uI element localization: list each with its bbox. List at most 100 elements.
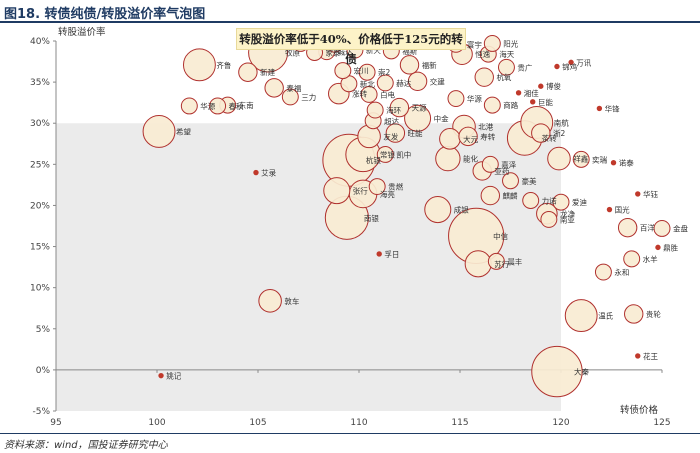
bubble-point [554, 63, 560, 70]
bubble-point [531, 123, 551, 143]
bubble-point [474, 67, 494, 87]
bubble-label: 巨能 [538, 97, 553, 107]
bubble-label: 豪美 [521, 176, 536, 186]
bubble-point [334, 62, 352, 80]
bubble-label: 友发 [383, 131, 398, 141]
bubble-label: 海环 [386, 105, 401, 115]
bubble-point [568, 59, 574, 66]
bubble-label: 宏川 [354, 66, 369, 76]
x-tick-label: 100 [148, 418, 165, 428]
bubble-point [547, 146, 571, 171]
x-axis-title: 转债价格 [620, 404, 659, 416]
bubble-point [253, 169, 259, 176]
bubble-point [617, 217, 638, 238]
header-rule [0, 21, 700, 23]
bubble-label: 华锋 [605, 103, 620, 113]
bubble-label: 中金 [434, 113, 449, 123]
bubble-label: 锦鸡 [562, 61, 577, 71]
y-tick-label: 0% [36, 366, 51, 376]
bubble-label: 贵广 [517, 62, 532, 72]
bubble-label: 张行 [353, 186, 368, 196]
y-tick-label: -5% [32, 407, 50, 417]
bubble-label: 贵燃 [388, 182, 403, 192]
bubble-label: 大秦 [574, 367, 589, 377]
x-tick-label: 95 [50, 418, 61, 428]
bubble-point [596, 105, 603, 112]
bubble-label: 国光 [615, 205, 630, 215]
bubble-label: 华源 [200, 101, 215, 111]
bubble-point [424, 196, 452, 224]
bubble-label: 齐鲁 [216, 60, 231, 70]
bubble-label: 南亚 [560, 214, 575, 224]
bubble-point [158, 372, 164, 379]
bubble-label: 麒麟 [503, 191, 518, 201]
bubble-label: 旺能 [408, 128, 423, 138]
bubble-point [439, 128, 461, 150]
bubble-label: 茶转 [542, 133, 557, 143]
bubble-label: 姚记 [166, 371, 181, 381]
bubble-label: 万讯 [576, 58, 591, 67]
bubble-point [483, 34, 501, 52]
bubble-point [655, 244, 661, 251]
bubble-point [376, 74, 394, 92]
bubble-label: 水羊 [643, 254, 658, 264]
bubble-point [538, 83, 544, 89]
bubble-label: 百洋 [640, 223, 655, 233]
bubble-label: 华源 [467, 94, 482, 104]
bubble-label: 赫达 [396, 78, 411, 88]
bubble-point [447, 90, 465, 108]
bubble-point [464, 250, 492, 278]
bubble-point [368, 178, 386, 196]
bubble-point [399, 55, 420, 75]
bubble-label: 牧原 [285, 48, 300, 58]
bubble-label: 新建 [260, 67, 275, 77]
bubble-label: 白电 [380, 89, 395, 99]
bubble-point [606, 206, 613, 213]
bubble-label: 海天 [499, 49, 514, 59]
bubble-point [572, 150, 590, 168]
bubble-label: 交建 [430, 76, 445, 86]
bubble-label: 城达 [338, 47, 353, 57]
bubble-label: 浙2 [553, 128, 565, 138]
x-tick-label: 110 [350, 418, 367, 428]
bubble-label: 泰福 [286, 83, 301, 93]
bubble-point [483, 96, 501, 114]
bubble-point [404, 104, 432, 132]
bubble-label: 东南 [239, 100, 254, 110]
bubble-label: 成银 [454, 205, 469, 215]
bubble-label: 福斯 [402, 46, 417, 56]
bubble-point [487, 252, 505, 270]
bubble-point [180, 97, 198, 115]
bubble-label: 永和 [614, 267, 629, 277]
bubble-label: 杭氧 [496, 72, 511, 82]
bubble-label: 奕瑞 [592, 154, 607, 164]
y-tick-label: 20% [30, 201, 50, 211]
bubble-label: 力诺 [542, 196, 557, 206]
bubble-point [142, 115, 176, 148]
bubble-label: 北港 [478, 122, 493, 132]
bubble-point [623, 250, 641, 268]
bubble-label: 南航 [554, 117, 569, 127]
bubble-point [407, 71, 428, 91]
bubble-label: 苏行 [494, 259, 509, 269]
bubble-point [564, 299, 598, 333]
y-tick-label: 30% [30, 119, 50, 129]
bubble-label: 祥鑫 [573, 154, 588, 164]
bubble-label: 花王 [643, 351, 658, 361]
bubble-point [385, 123, 406, 143]
bubble-label: 嘉泽 [501, 159, 516, 169]
bubble-point [540, 210, 558, 228]
footer-rule [0, 433, 700, 434]
bubble-label: 凯中 [396, 149, 411, 159]
y-axis-title: 转股溢价率 [58, 26, 106, 38]
bubble-point [357, 124, 381, 149]
bubble-label: 大元 [463, 134, 478, 144]
bubble-point [530, 99, 536, 105]
bubble-label: 杭银 [366, 155, 381, 165]
bubble-label: 超达 [384, 116, 399, 126]
bubble-point [635, 191, 641, 197]
bubble-layer [142, 32, 671, 398]
bubble-label: 华钰 [643, 189, 658, 199]
bubble-label: 晨丰 [507, 256, 522, 266]
